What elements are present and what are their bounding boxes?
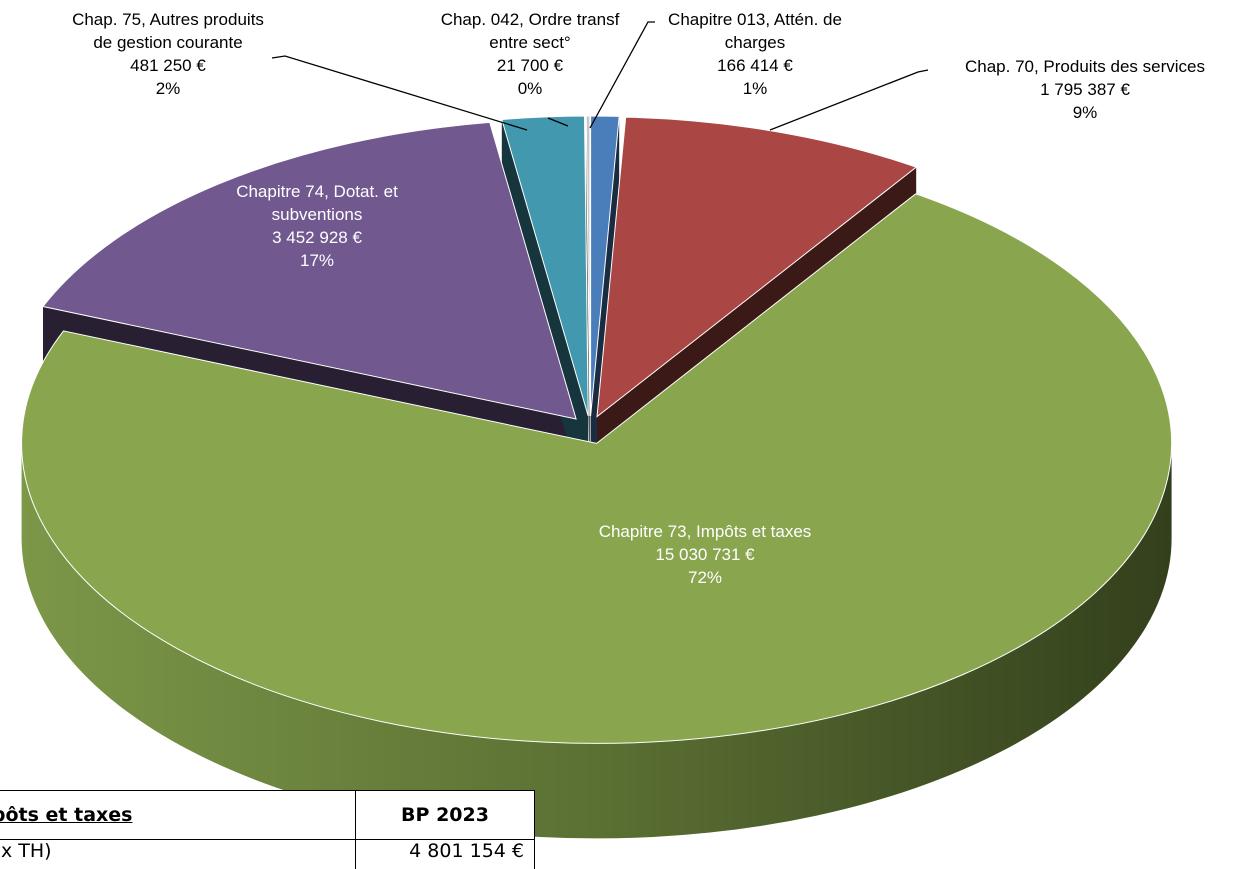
table-row: x TH) 4 801 154 €	[0, 839, 535, 869]
category-label: Chap. 042, Ordre transf entre sect°	[440, 10, 620, 52]
slice	[585, 115, 591, 417]
value-label: 481 250 €	[130, 56, 206, 75]
percent-label: 0%	[517, 79, 543, 98]
header-cell: Impôts et taxes	[0, 790, 356, 840]
category-label: Chapitre 73, Impôts et taxes	[598, 522, 812, 541]
leader-line	[547, 117, 569, 127]
value-label: 21 700 €	[496, 56, 564, 75]
category-label: Chap. 70, Produits des services	[964, 57, 1205, 76]
slice	[42, 121, 577, 420]
pie	[21, 115, 1173, 839]
slice	[590, 115, 620, 417]
slice-label: Chap. 70, Produits des services 1 795 387…	[915, 55, 1235, 124]
value-label: 1 795 387 €	[1040, 80, 1130, 99]
category-label: Chapitre 74, Dotat. et subventions	[236, 182, 398, 224]
table-header: Impôts et taxes BP 2023	[0, 790, 535, 840]
value-label: 15 030 731 €	[655, 545, 755, 564]
percent-label: 72%	[687, 568, 723, 587]
slice-label: Chapitre 73, Impôts et taxes 15 030 731 €…	[545, 520, 865, 589]
value-label: 3 452 928 €	[272, 228, 362, 247]
value-label: 166 414 €	[717, 56, 793, 75]
slice	[21, 193, 1173, 744]
slice-label: Chap. 75, Autres produits de gestion cou…	[68, 8, 268, 100]
category-label: Chapitre 013, Attén. de charges	[668, 10, 842, 52]
leader-line	[271, 55, 528, 131]
header-cell: BP 2023	[355, 790, 535, 840]
slice-label: Chapitre 013, Attén. de charges 166 414 €…	[655, 8, 855, 100]
cell: 4 801 154 €	[355, 839, 535, 869]
slice-label: Chapitre 74, Dotat. et subventions 3 452 …	[207, 180, 427, 272]
percent-label: 17%	[299, 251, 335, 270]
leader-line	[769, 69, 929, 131]
slice-side	[21, 443, 1172, 839]
leader-lines	[271, 21, 929, 131]
slice-label: Chap. 042, Ordre transf entre sect° 21 70…	[440, 8, 620, 100]
cell: x TH)	[0, 839, 356, 869]
percent-label: 2%	[155, 79, 181, 98]
slice	[501, 115, 589, 417]
tax-table: Impôts et taxes BP 2023 x TH) 4 801 154 …	[0, 790, 535, 869]
category-label: Chap. 75, Autres produits de gestion cou…	[72, 10, 264, 52]
percent-label: 9%	[1072, 103, 1098, 122]
percent-label: 1%	[742, 79, 768, 98]
leader-line	[589, 21, 655, 129]
slice	[596, 116, 918, 418]
